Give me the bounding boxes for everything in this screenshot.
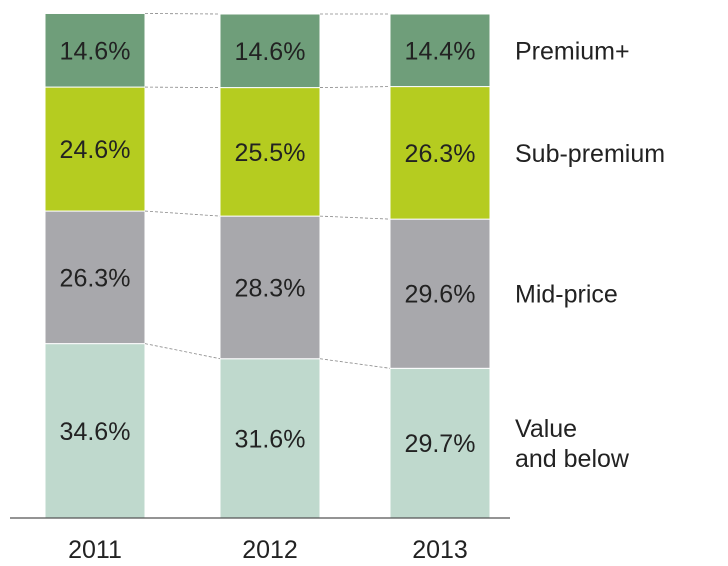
connector-line bbox=[319, 215, 391, 220]
data-label: 14.6% bbox=[60, 37, 131, 65]
connector-line bbox=[319, 358, 391, 369]
x-tick-label: 2013 bbox=[412, 536, 468, 564]
legend-label: Premium+ bbox=[515, 37, 630, 65]
bar-segment bbox=[219, 13, 321, 89]
x-tick-label: 2012 bbox=[242, 536, 298, 564]
data-label: 34.6% bbox=[60, 418, 131, 446]
data-label: 26.3% bbox=[60, 264, 131, 292]
bar-segment bbox=[44, 12, 146, 88]
data-label: 31.6% bbox=[235, 425, 306, 453]
legend-label: Mid-price bbox=[515, 281, 618, 309]
data-label: 29.6% bbox=[405, 281, 476, 309]
bar-segment bbox=[389, 218, 491, 369]
bar-segment bbox=[219, 215, 321, 360]
data-label: 14.6% bbox=[235, 38, 306, 66]
legend-label: Value and below bbox=[515, 415, 630, 473]
connector-line bbox=[144, 210, 221, 217]
data-label: 28.3% bbox=[235, 274, 306, 302]
bar-segment bbox=[219, 87, 321, 217]
data-label: 25.5% bbox=[235, 139, 306, 167]
data-label: 26.3% bbox=[405, 140, 476, 168]
connector-line bbox=[144, 13, 221, 15]
legend-label: Sub-premium bbox=[515, 140, 665, 168]
x-tick-label: 2011 bbox=[68, 536, 122, 564]
bar-segment bbox=[389, 13, 491, 88]
connector-line bbox=[319, 86, 391, 88]
bar-segment bbox=[44, 343, 146, 519]
bar-segment bbox=[219, 358, 321, 519]
bar-segment bbox=[389, 86, 491, 220]
data-label: 24.6% bbox=[60, 136, 131, 164]
connector-line bbox=[144, 343, 221, 360]
bar-segment bbox=[44, 210, 146, 345]
connector-line bbox=[144, 86, 221, 88]
data-label: 29.7% bbox=[405, 430, 476, 458]
data-label: 14.4% bbox=[405, 37, 476, 65]
